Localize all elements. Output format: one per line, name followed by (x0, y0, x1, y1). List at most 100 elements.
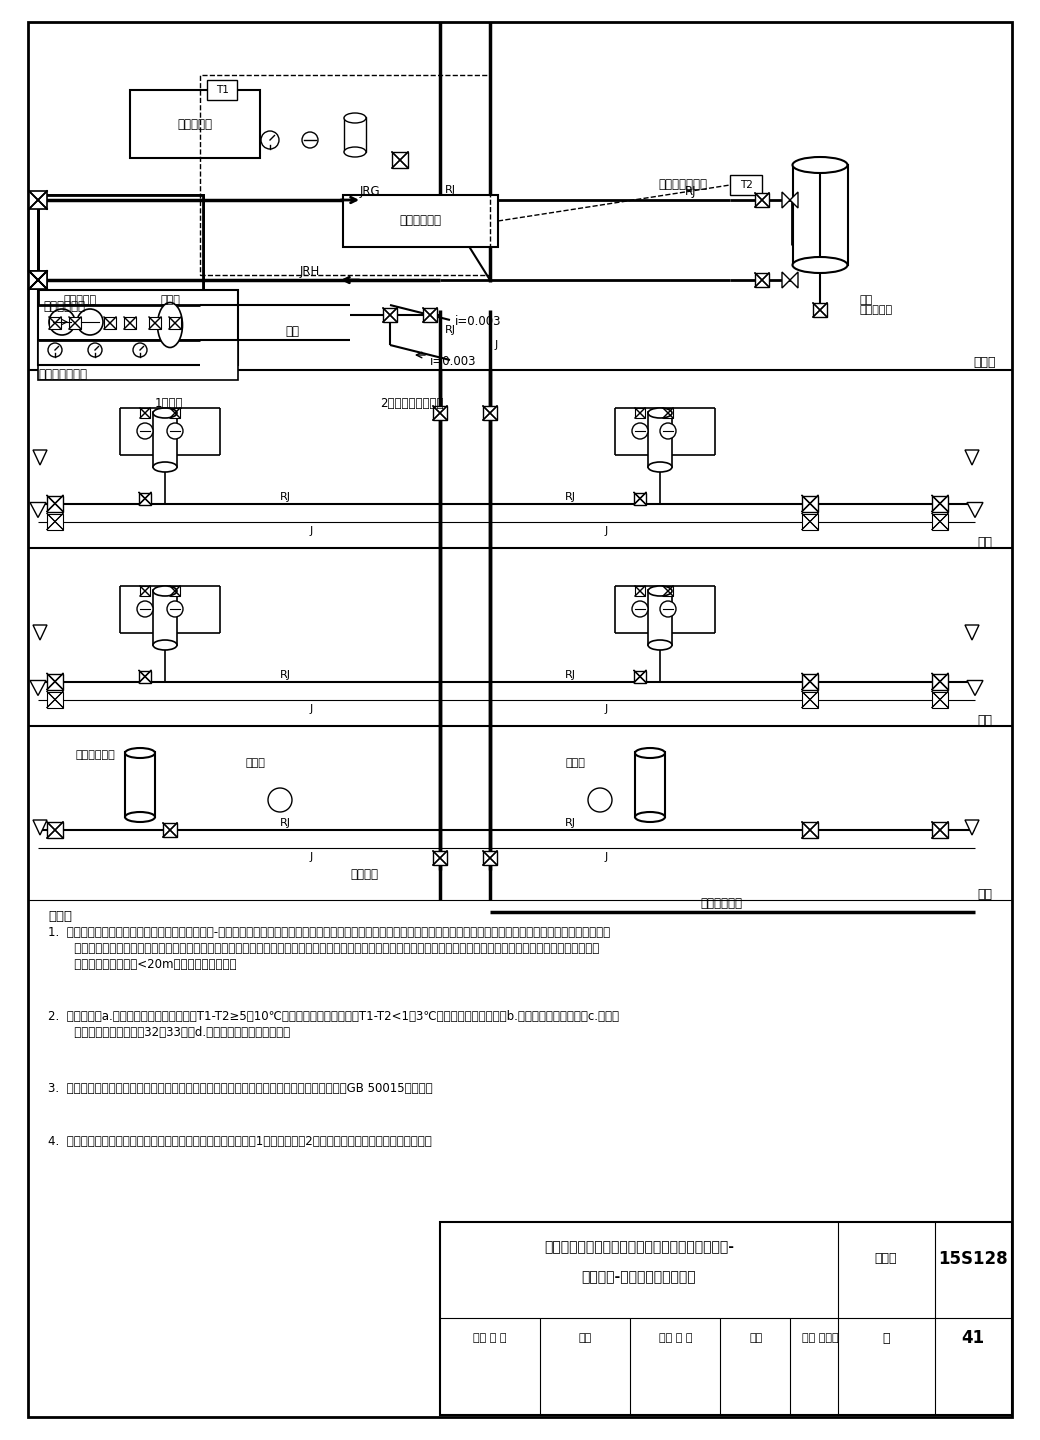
Text: 容积式热水器: 容积式热水器 (75, 750, 114, 760)
Text: 中央控制中心: 中央控制中心 (399, 215, 441, 228)
Ellipse shape (792, 157, 848, 173)
Bar (802, 514, 818, 530)
Text: 排至安全处: 排至安全处 (178, 118, 212, 131)
Ellipse shape (153, 408, 177, 418)
Bar (664, 408, 673, 418)
Text: 设计 王岩松: 设计 王岩松 (802, 1333, 838, 1344)
Ellipse shape (648, 586, 672, 596)
Bar (47, 514, 63, 530)
Bar (170, 586, 180, 596)
Polygon shape (965, 625, 979, 639)
Bar (648, 412, 672, 467)
Bar (634, 671, 646, 683)
Bar (813, 302, 827, 317)
Text: J: J (605, 526, 608, 536)
Text: T1: T1 (215, 85, 229, 95)
Circle shape (167, 600, 183, 616)
Text: 多层建筑-闭式容积式水加热器: 多层建筑-闭式容积式水加热器 (581, 1270, 697, 1284)
Text: 泄至地面: 泄至地面 (350, 868, 378, 881)
Bar (200, 75, 490, 275)
Bar (392, 153, 408, 168)
Bar (168, 317, 181, 328)
Text: RJ: RJ (565, 491, 576, 501)
Text: i=0.003: i=0.003 (456, 315, 501, 328)
Bar (634, 492, 646, 504)
Bar (47, 822, 63, 838)
Bar (802, 691, 818, 707)
Circle shape (632, 600, 648, 616)
Bar (802, 495, 818, 511)
Bar (794, 166, 848, 265)
Text: J: J (495, 340, 498, 350)
Bar (38, 289, 238, 364)
Text: 防护做法详见本图集第32、33页。d.集热系统采用防冻液防冻。: 防护做法详见本图集第32、33页。d.集热系统采用防冻液防冻。 (48, 1025, 290, 1040)
Bar (139, 671, 151, 683)
Text: 15S128: 15S128 (938, 1250, 1008, 1269)
Polygon shape (967, 681, 983, 696)
Text: 2.  电气控制：a.集热循环采用温差循环，当T1-T2≥5～10℃时，集热循环泵启动；当T1-T2<1～3℃时，集热循环泵关闭。b.辅助热源由手动启闭。c.防: 2. 电气控制：a.集热循环采用温差循环，当T1-T2≥5～10℃时，集热循环泵… (48, 1009, 619, 1022)
Text: 41: 41 (961, 1329, 985, 1346)
Bar (635, 586, 645, 596)
Circle shape (48, 343, 62, 357)
Bar (47, 674, 63, 690)
Ellipse shape (648, 639, 672, 649)
Bar (932, 691, 948, 707)
Bar (635, 408, 645, 418)
Bar (29, 271, 47, 289)
Text: J: J (310, 704, 313, 713)
Bar (29, 271, 47, 289)
Text: 接工质灌注装置: 接工质灌注装置 (38, 369, 87, 382)
Bar (755, 193, 769, 207)
Bar (207, 81, 237, 99)
Text: 审核 张 磊: 审核 张 磊 (473, 1333, 506, 1344)
Bar (104, 317, 116, 328)
Ellipse shape (648, 408, 672, 418)
Bar (170, 408, 180, 418)
Circle shape (133, 343, 147, 357)
Bar (49, 317, 61, 328)
Ellipse shape (648, 462, 672, 472)
Text: RJ: RJ (565, 818, 576, 828)
Text: 太阳能集热器: 太阳能集热器 (43, 300, 85, 312)
Text: RJ: RJ (280, 491, 291, 501)
Bar (932, 822, 948, 838)
Polygon shape (30, 503, 46, 517)
Ellipse shape (157, 302, 182, 347)
Text: 三层: 三层 (978, 536, 992, 549)
Text: 3.  在热水供水管上设置消灭致病菌的消毒设施，保证出水水质满足《建筑给水排水设计规范》GB 50015的要求。: 3. 在热水供水管上设置消灭致病菌的消毒设施，保证出水水质满足《建筑给水排水设计… (48, 1081, 433, 1094)
Text: 页: 页 (882, 1332, 890, 1345)
Text: 冷水供水总管: 冷水供水总管 (700, 897, 742, 910)
Circle shape (268, 788, 292, 812)
Polygon shape (782, 192, 790, 207)
Text: J: J (605, 852, 608, 863)
Bar (125, 752, 155, 816)
Text: 一层: 一层 (978, 888, 992, 901)
Bar (38, 194, 203, 305)
Bar (130, 89, 260, 158)
Text: RJ: RJ (445, 184, 456, 194)
Text: 张哲: 张哲 (750, 1333, 762, 1344)
Text: 热。太阳能热水按冷水收费。适用于建筑规模小，冷水压力满足最不利点压力，集中热水收费困难，不具备分户安装太阳能热水系统的条件，且水加热器出口至最远热水器: 热。太阳能热水按冷水收费。适用于建筑规模小，冷水压力满足最不利点压力，集中热水收… (48, 942, 599, 955)
Text: 热水表: 热水表 (245, 757, 265, 768)
Polygon shape (782, 272, 790, 288)
Bar (47, 691, 63, 707)
Text: RJ: RJ (445, 325, 456, 336)
Bar (153, 412, 177, 467)
Bar (38, 194, 203, 305)
Polygon shape (33, 625, 47, 639)
Text: 屋顶层: 屋顶层 (973, 356, 996, 369)
Ellipse shape (635, 747, 665, 757)
Circle shape (137, 600, 153, 616)
Text: 冷水表: 冷水表 (565, 757, 584, 768)
Circle shape (88, 343, 102, 357)
Bar (139, 492, 151, 504)
Text: RJ: RJ (565, 670, 576, 680)
Bar (140, 408, 150, 418)
Ellipse shape (635, 812, 665, 822)
Text: RJ: RJ (280, 670, 291, 680)
Bar (932, 495, 948, 511)
Polygon shape (33, 449, 47, 465)
Text: 4.  当集热系统发生故障检修时，需关闭太阳能集热系统时，关闭1号闸阀，打开2号检修阀，由冷水直接供给用户使用。: 4. 当集热系统发生故障检修时，需关闭太阳能集热系统时，关闭1号闸阀，打开2号检… (48, 1135, 432, 1148)
Ellipse shape (125, 747, 155, 757)
Ellipse shape (153, 586, 177, 596)
